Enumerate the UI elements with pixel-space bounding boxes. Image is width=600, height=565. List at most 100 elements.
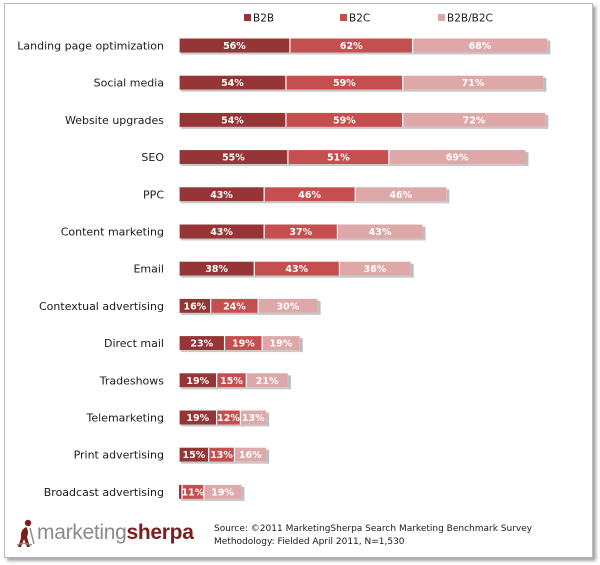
bar-shadow-bottom	[181, 461, 269, 464]
bar-segment-b2b	[179, 261, 255, 276]
bar-row-telemarketing: Telemarketing 19% 12% 13%	[86, 410, 270, 427]
data-label-b2c: 19%	[232, 339, 255, 350]
bar-segment-b2b	[179, 336, 225, 351]
bar-segment-b2b-b2c	[246, 373, 288, 388]
legend-swatch-b2c	[340, 14, 347, 21]
bar-segment-b2b	[179, 150, 288, 165]
data-label-b2b-b2c: 68%	[469, 41, 492, 52]
data-label-b2c: 15%	[220, 376, 243, 387]
data-label-b2b-b2c: 16%	[239, 450, 262, 461]
data-label-b2c: 59%	[333, 78, 356, 89]
methodology-line: Methodology: Fielded April 2011, N=1,530	[214, 537, 405, 547]
bar-segment-b2b-b2c	[240, 410, 267, 425]
bar-segment-b2b-b2c	[258, 298, 318, 313]
data-label-b2b-b2c: 19%	[270, 339, 293, 350]
bar-segment-b2c	[289, 38, 413, 53]
bar-row-tradeshows: Tradeshows 19% 15% 21%	[99, 373, 291, 390]
bar-shadow-bottom	[181, 312, 320, 315]
bar-segment-b2c	[216, 410, 241, 425]
bar-segment-b2c	[264, 187, 356, 202]
bar-row-landing-page-optimization: Landing page optimization 56% 62% 68%	[17, 38, 551, 55]
bar-segment-b2c	[210, 298, 259, 313]
data-label-b2b-b2c: 46%	[389, 190, 412, 201]
bar-segment-b2b-b2c	[262, 336, 300, 351]
data-label-b2c: 37%	[289, 227, 312, 238]
data-label-b2b-b2c: 13%	[242, 413, 265, 424]
bar-row-website-upgrades: Website upgrades 54% 59% 72%	[65, 112, 549, 129]
data-label-b2c: 24%	[223, 301, 246, 312]
bar-segment-b2b-b2c	[234, 447, 267, 462]
marketingsherpa-logo: marketingsherpa	[14, 516, 194, 550]
legend-swatch-b2b	[244, 14, 251, 21]
category-label: PPC	[143, 188, 164, 201]
legend-swatch-b2b-b2c	[438, 14, 445, 21]
bar-shadow	[410, 263, 414, 278]
bar-row-social-media: Social media 54% 59% 71%	[94, 75, 547, 92]
source-line: Source: ©2011 MarketingSherpa Search Mar…	[214, 524, 533, 534]
bar-row-seo: SEO 55% 51% 69%	[141, 150, 529, 167]
category-label: Broadcast advertising	[44, 486, 164, 499]
bar-row-content-marketing: Content marketing 43% 37% 43%	[61, 224, 426, 241]
data-label-b2b-b2c: 30%	[277, 301, 300, 312]
data-label-b2b-b2c: 69%	[446, 153, 469, 164]
category-label: Social media	[94, 77, 164, 90]
bar-shadow	[545, 114, 549, 129]
bar-segment-b2c	[254, 261, 340, 276]
bar-shadow	[543, 77, 547, 92]
bar-segment-b2b-b2c	[412, 38, 548, 53]
category-label: Contextual advertising	[39, 300, 164, 313]
bar-segment-b2b	[179, 447, 209, 462]
logo-word-sherpa: sherpa	[126, 521, 194, 544]
bar-shadow	[287, 375, 291, 390]
bar-segment-b2b-b2c	[339, 261, 411, 276]
category-label: Content marketing	[61, 226, 164, 239]
data-label-b2c: 11%	[182, 487, 205, 498]
bar-segment-b2c	[182, 484, 204, 499]
category-label: Website upgrades	[65, 114, 164, 127]
data-label-b2c: 43%	[285, 264, 308, 275]
data-label-b2b-b2c: 43%	[369, 227, 392, 238]
bar-shadow-bottom	[181, 164, 528, 167]
data-label-b2b-b2c: 36%	[364, 264, 387, 275]
category-label: SEO	[141, 151, 164, 164]
bar-row-ppc: PPC 43% 46% 46%	[143, 187, 450, 204]
bar-row-broadcast-advertising: Broadcast advertising 11% 19%	[44, 484, 245, 501]
legend-label-b2b: B2B	[253, 13, 274, 25]
bar-segment-b2b-b2c	[388, 150, 526, 165]
data-label-b2c: 62%	[340, 41, 363, 52]
bar-segment-b2b-b2c	[402, 75, 544, 90]
logo-wordmark: marketingsherpa	[37, 521, 194, 545]
data-label-b2c: 51%	[327, 153, 350, 164]
bar-shadow	[299, 338, 303, 353]
bar-segment-b2b-b2c	[355, 187, 447, 202]
data-label-b2b: 19%	[186, 413, 209, 424]
legend-item-b2c: B2C	[340, 13, 370, 25]
bar-shadow	[266, 449, 270, 464]
category-label: Direct mail	[104, 337, 164, 350]
bar-shadow	[241, 486, 245, 501]
bar-shadow-bottom	[181, 498, 244, 501]
bar-segment-b2c	[216, 373, 247, 388]
bar-segment-b2b	[179, 224, 265, 239]
data-label-b2b: 19%	[186, 376, 209, 387]
bar-segment-b2c	[285, 75, 403, 90]
bar-shadow-bottom	[181, 126, 548, 129]
data-label-b2c: 13%	[210, 450, 233, 461]
legend-item-b2b-b2c: B2B/B2C	[438, 13, 493, 25]
bar-shadow-bottom	[181, 275, 413, 278]
bar-shadow-bottom	[181, 52, 550, 55]
bar-segment-b2b	[179, 75, 286, 90]
bar-segment-b2b-b2c	[203, 484, 242, 499]
bar-shadow	[547, 40, 551, 55]
data-label-b2b: 56%	[223, 41, 246, 52]
legend-label-b2c: B2C	[349, 13, 370, 25]
data-label-b2b: 43%	[210, 190, 233, 201]
legend-item-b2b: B2B	[244, 13, 274, 25]
bar-shadow-bottom	[181, 350, 302, 353]
bar-segment-b2c	[208, 447, 235, 462]
bar-segment-b2b	[179, 112, 286, 127]
data-label-b2b: 55%	[222, 153, 245, 164]
bar-segment-b2b	[179, 38, 290, 53]
data-label-b2b-b2c: 21%	[256, 376, 279, 387]
data-label-b2c: 12%	[217, 413, 240, 424]
